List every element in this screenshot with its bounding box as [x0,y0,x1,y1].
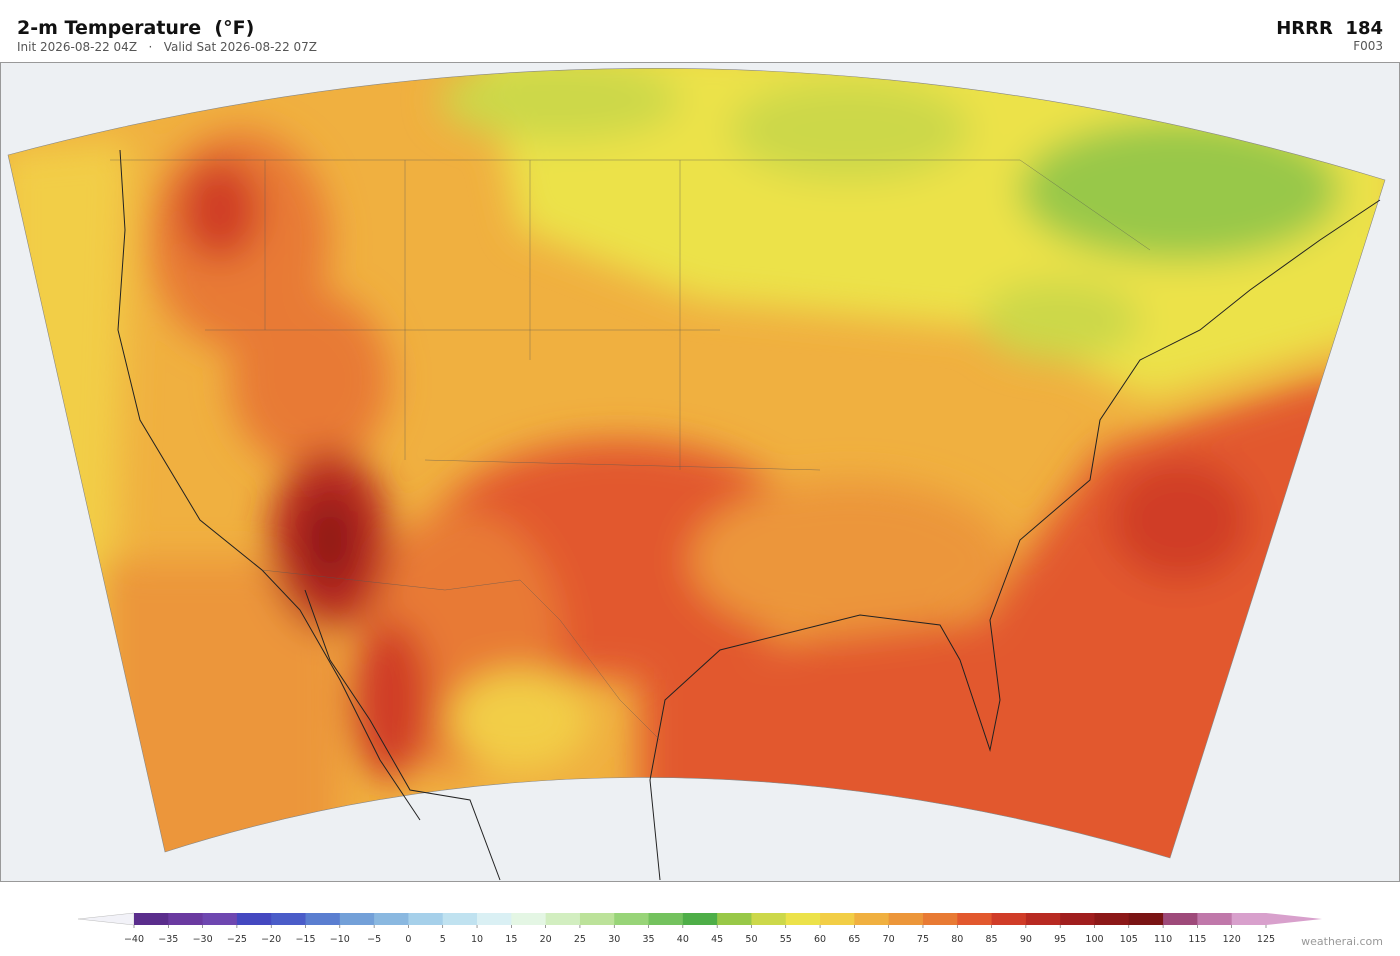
colorbar-tick-label: 55 [780,934,792,945]
colorbar-segment [957,913,992,925]
colorbar-segment [614,913,649,925]
colorbar-tick-label: 100 [1085,934,1103,945]
colorbar-tick-label: 40 [677,934,689,945]
colorbar-tick-label: 5 [440,934,446,945]
model-label: HRRR 184 [1276,18,1383,39]
colorbar-tick-label: −25 [227,934,247,945]
map [0,62,1400,882]
colorbar-tick-label: 95 [1054,934,1066,945]
colorbar-segment [854,913,890,925]
colorbar-over [1266,913,1322,925]
colorbar-tick-label: 90 [1020,934,1032,945]
colorbar-tick-label: −5 [367,934,381,945]
colorbar: −40 −35 −30 −25 −20 −15 −10 −5 0 5 10 15 20 25 30 35 40 4… [77,912,1322,945]
colorbar-tick-label: −40 [124,934,144,945]
subtitle: Init 2026-08-22 04Z · Valid Sat 2026-08-… [17,40,317,54]
colorbar-segment [305,913,341,925]
colorbar-segment [477,913,512,925]
colorbar-tick-label: −15 [295,934,315,945]
colorbar-segment [888,913,924,925]
domain-edge [7,68,1386,859]
colorbar-tick-label: −35 [158,934,178,945]
colorbar-segment [511,913,547,925]
colorbar-segment [1094,913,1130,925]
colorbar-segment [1060,913,1095,925]
colorbar-segment [1231,913,1267,925]
colorbar-segment [751,913,787,925]
colorbar-segment [545,913,581,925]
colorbar-segment [339,913,375,925]
colorbar-tick-label: 15 [505,934,517,945]
colorbar-segment [1163,913,1198,925]
colorbar-segment [1197,913,1233,925]
colorbar-segment [579,913,615,925]
colorbar-segment [682,913,718,925]
colorbar-segment [134,913,169,925]
colorbar-segment [1128,913,1164,925]
colorbar-segment [922,913,958,925]
colorbar-tick-label: 65 [848,934,860,945]
colorbar-segment [820,913,855,925]
colorbar-tick-label: 25 [574,934,586,945]
colorbar-segment [236,913,272,925]
colorbar-segment [1025,913,1061,925]
temperature-field [8,68,1385,858]
colorbar-segment [374,913,409,925]
colorbar-tick-label: 70 [883,934,895,945]
colorbar-tick-label: 20 [540,934,552,945]
colorbar-segment [408,913,444,925]
colorbar-tick-label: 120 [1223,934,1241,945]
colorbar-tick-label: 105 [1120,934,1138,945]
colorbar-tick-label: 30 [608,934,620,945]
colorbar-tick-label: −10 [330,934,350,945]
colorbar-tick-label: 115 [1188,934,1206,945]
colorbar-tick-label: 85 [986,934,998,945]
coastlines [117,149,1381,881]
colorbar-tick-label: 45 [711,934,723,945]
colorbar-tick-label: 110 [1154,934,1172,945]
colorbar-tick-label: 75 [917,934,929,945]
colorbar-segment [785,913,821,925]
colorbar-tick-label: 80 [951,934,963,945]
forecast-hour: F003 [1353,39,1383,53]
colorbar-tick-label: 50 [745,934,757,945]
colorbar-segment [271,913,306,925]
colorbar-segment [168,913,204,925]
colorbar-tick-label: 35 [642,934,654,945]
colorbar-tick-label: 60 [814,934,826,945]
colorbar-tick-label: 0 [405,934,411,945]
colorbar-tick-label: 125 [1257,934,1275,945]
colorbar-segment [717,913,752,925]
colorbar-segment [648,913,684,925]
colorbar-tick-label: 10 [471,934,483,945]
colorbar-under [77,912,135,926]
borders [110,159,1151,741]
title: 2-m Temperature (°F) [17,17,254,39]
colorbar-segment [991,913,1027,925]
colorbar-tick-label: −30 [193,934,213,945]
colorbar-segment [442,913,478,925]
colorbar-segment [202,913,238,925]
credit: weatherai.com [1301,935,1383,948]
colorbar-tick-label: −20 [261,934,281,945]
